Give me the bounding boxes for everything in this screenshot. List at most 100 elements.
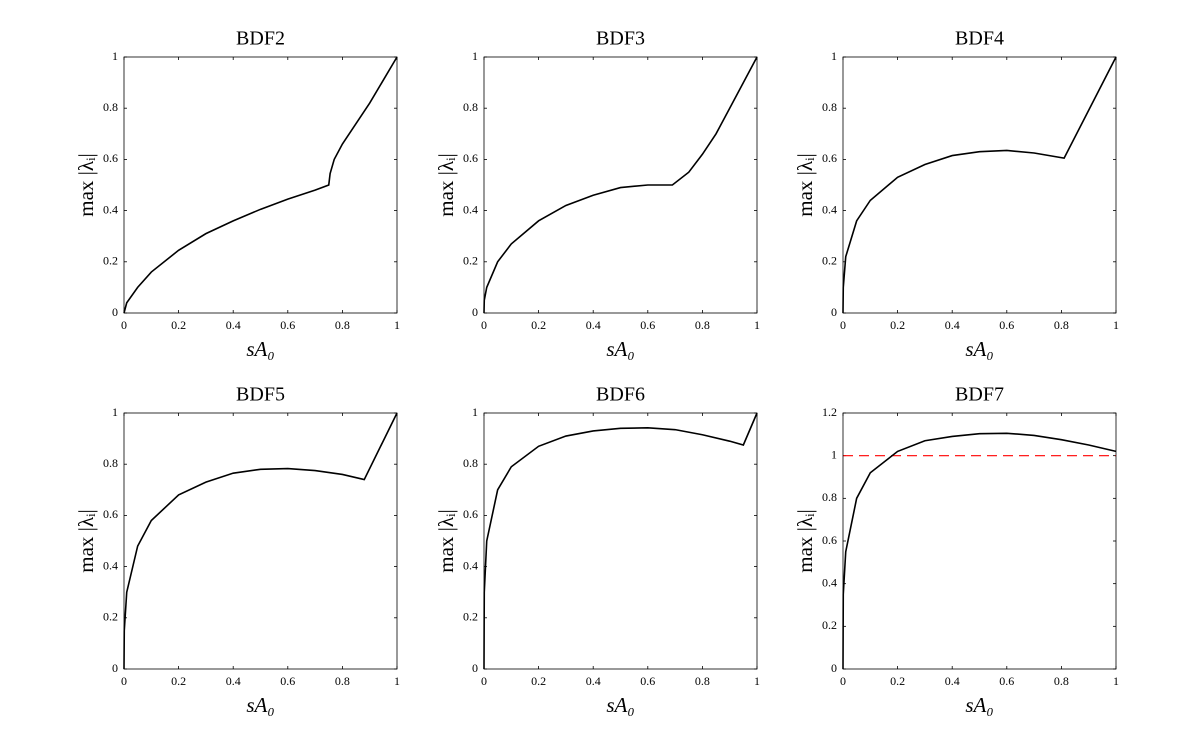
x-tick-label: 0.8 xyxy=(695,674,710,688)
x-tick-label: 0.4 xyxy=(226,318,241,332)
y-tick-label: 0.8 xyxy=(463,456,478,470)
x-tick-label: 0.2 xyxy=(171,318,186,332)
x-tick-label: 0 xyxy=(121,674,127,688)
data-line xyxy=(123,412,398,670)
x-tick-label: 0.4 xyxy=(586,318,601,332)
axes-box xyxy=(123,412,398,670)
x-tick-label: 0.6 xyxy=(280,674,295,688)
subplot-title: BDF6 xyxy=(596,384,645,406)
y-axis-label: max |λᵢ| xyxy=(74,153,98,216)
y-axis-label: max |λᵢ| xyxy=(434,509,458,572)
x-tick-label: 0 xyxy=(840,674,846,688)
y-tick-label: 0.8 xyxy=(103,100,118,114)
subplot-title: BDF5 xyxy=(236,384,285,406)
y-tick-label: 0.8 xyxy=(103,456,118,470)
axes-box xyxy=(483,412,758,670)
y-axis-label: max |λᵢ| xyxy=(793,509,817,572)
x-tick-label: 0 xyxy=(840,318,846,332)
data-line xyxy=(123,56,398,314)
y-tick-label: 0.2 xyxy=(822,618,837,632)
x-tick-label: 0.8 xyxy=(335,674,350,688)
x-tick-label: 0.4 xyxy=(586,674,601,688)
y-tick-label: 1 xyxy=(112,405,118,419)
y-tick-label: 1 xyxy=(831,447,837,461)
axes-box xyxy=(123,56,398,314)
y-tick-label: 0 xyxy=(112,661,118,675)
y-tick-label: 0.6 xyxy=(822,533,837,547)
y-tick-label: 0.4 xyxy=(822,575,837,589)
y-tick-label: 0.2 xyxy=(103,254,118,268)
x-tick-label: 1 xyxy=(754,318,760,332)
y-tick-label: 0.8 xyxy=(822,490,837,504)
axes-box xyxy=(842,56,1117,314)
y-tick-label: 0.2 xyxy=(822,254,837,268)
y-tick-label: 0.4 xyxy=(103,202,118,216)
y-tick-label: 1 xyxy=(472,49,478,63)
y-tick-label: 0.6 xyxy=(463,507,478,521)
x-axis-label: sA₀ xyxy=(606,693,634,717)
x-axis-label: sA₀ xyxy=(965,337,993,361)
y-tick-label: 1 xyxy=(831,49,837,63)
y-tick-label: 0.2 xyxy=(103,610,118,624)
data-line xyxy=(842,432,1117,670)
x-tick-label: 0 xyxy=(481,674,487,688)
subplot: BDF7 sA₀ max |λᵢ| 0 0.2 0.4 0.6 0.8 1 0 0.2 0.4 0.6 0… xyxy=(793,384,1119,717)
subplot-title: BDF7 xyxy=(955,384,1004,406)
x-tick-label: 0.4 xyxy=(945,674,960,688)
y-tick-label: 0.4 xyxy=(463,202,478,216)
x-tick-label: 0.8 xyxy=(1054,674,1069,688)
x-tick-label: 0.8 xyxy=(695,318,710,332)
y-tick-label: 0.8 xyxy=(463,100,478,114)
x-tick-label: 0.6 xyxy=(280,318,295,332)
y-tick-label: 0.8 xyxy=(822,100,837,114)
x-tick-label: 0.6 xyxy=(999,318,1014,332)
x-tick-label: 0.2 xyxy=(890,674,905,688)
y-tick-label: 0.6 xyxy=(103,151,118,165)
y-tick-label: 1 xyxy=(472,405,478,419)
x-tick-label: 0.4 xyxy=(226,674,241,688)
subplot: BDF2 sA₀ max |λᵢ| 0 0.2 0.4 0.6 0.8 1 0 0.2 0.4 0.6 0… xyxy=(74,28,400,361)
y-axis-label: max |λᵢ| xyxy=(793,153,817,216)
y-tick-label: 0 xyxy=(472,305,478,319)
y-tick-label: 0 xyxy=(112,305,118,319)
y-tick-label: 0.6 xyxy=(463,151,478,165)
x-tick-label: 1 xyxy=(394,318,400,332)
axes-box xyxy=(483,56,758,314)
x-tick-label: 0.6 xyxy=(640,674,655,688)
x-axis-label: sA₀ xyxy=(246,693,274,717)
subplot-title: BDF3 xyxy=(596,28,645,50)
y-tick-label: 0.4 xyxy=(103,558,118,572)
x-tick-label: 1 xyxy=(754,674,760,688)
y-tick-label: 0 xyxy=(831,661,837,675)
x-tick-label: 1 xyxy=(394,674,400,688)
x-tick-label: 0.4 xyxy=(945,318,960,332)
data-line xyxy=(842,56,1117,314)
y-tick-label: 0.6 xyxy=(822,151,837,165)
x-tick-label: 0.2 xyxy=(171,674,186,688)
y-tick-label: 0.4 xyxy=(822,202,837,216)
x-tick-label: 0.2 xyxy=(531,674,546,688)
y-tick-label: 0 xyxy=(472,661,478,675)
x-axis-label: sA₀ xyxy=(965,693,993,717)
x-tick-label: 0.6 xyxy=(640,318,655,332)
y-axis-label: max |λᵢ| xyxy=(74,509,98,572)
x-tick-label: 0.2 xyxy=(531,318,546,332)
y-axis-label: max |λᵢ| xyxy=(434,153,458,216)
x-tick-label: 0.6 xyxy=(999,674,1014,688)
subplot-title: BDF2 xyxy=(236,28,285,50)
subplot: BDF6 sA₀ max |λᵢ| 0 0.2 0.4 0.6 0.8 1 0 0.2 0.4 0.6 0… xyxy=(434,384,760,717)
x-tick-label: 0.8 xyxy=(335,318,350,332)
y-tick-label: 0.4 xyxy=(463,558,478,572)
data-line xyxy=(483,56,758,314)
subplot: BDF5 sA₀ max |λᵢ| 0 0.2 0.4 0.6 0.8 1 0 0.2 0.4 0.6 0… xyxy=(74,384,400,717)
y-tick-label: 0.2 xyxy=(463,610,478,624)
subplot: BDF3 sA₀ max |λᵢ| 0 0.2 0.4 0.6 0.8 1 0 0.2 0.4 0.6 0… xyxy=(434,28,760,361)
subplot: BDF4 sA₀ max |λᵢ| 0 0.2 0.4 0.6 0.8 1 0 0.2 0.4 0.6 0… xyxy=(793,28,1119,361)
axes-box xyxy=(842,412,1117,670)
x-axis-label: sA₀ xyxy=(246,337,274,361)
x-tick-label: 1 xyxy=(1113,318,1119,332)
x-tick-label: 0 xyxy=(481,318,487,332)
subplot-title: BDF4 xyxy=(955,28,1004,50)
y-tick-label: 0 xyxy=(831,305,837,319)
